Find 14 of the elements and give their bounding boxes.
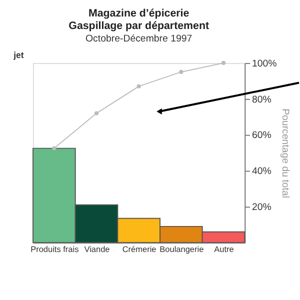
y-tick-label: 100% bbox=[252, 58, 278, 70]
y-tick-label: 60% bbox=[252, 130, 272, 142]
y-tick-label: 20% bbox=[252, 202, 272, 214]
point bbox=[136, 84, 141, 88]
text: jet bbox=[12, 50, 24, 60]
y-tick-label: 40% bbox=[252, 166, 272, 178]
chart-subtitle: Octobre-Décembre 1997 bbox=[86, 34, 192, 45]
point bbox=[94, 111, 99, 116]
chart-title: Magazine d’épicerie Gaspillage par département bbox=[68, 7, 210, 32]
point bbox=[52, 146, 56, 150]
y-axis-title: Pourcentage du total bbox=[280, 108, 291, 198]
point bbox=[179, 70, 184, 74]
point bbox=[221, 60, 226, 66]
y-tick-label: 80% bbox=[252, 94, 272, 106]
